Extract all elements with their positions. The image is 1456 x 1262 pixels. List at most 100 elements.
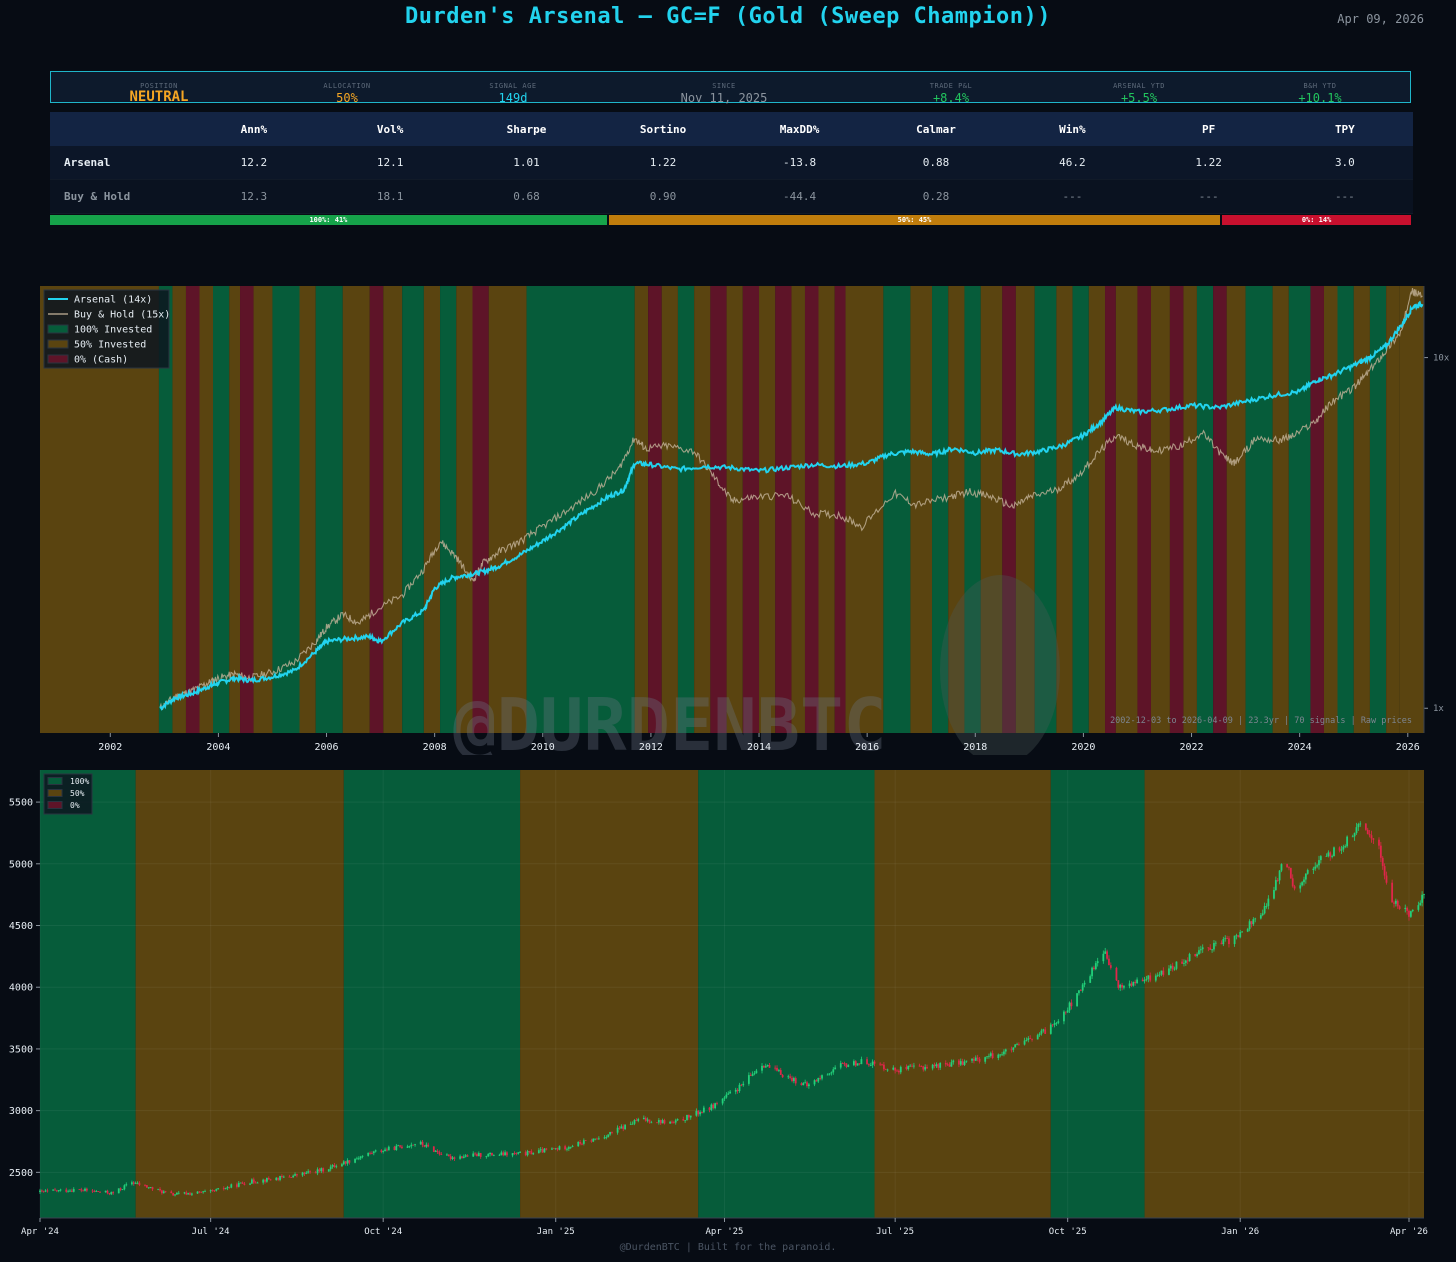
candle-body: [524, 1152, 527, 1156]
candle-body: [787, 1076, 790, 1078]
regime-band-0: [775, 286, 792, 733]
regime-band-100: [964, 286, 981, 733]
candle-body: [112, 1192, 115, 1194]
candle-body: [948, 1064, 951, 1067]
candle-body: [453, 1157, 456, 1159]
candle-body: [777, 1070, 780, 1071]
candle-body: [909, 1065, 912, 1067]
candle-body: [931, 1064, 934, 1069]
x-tick-label: 2002: [98, 742, 122, 753]
candle-body: [1379, 845, 1382, 858]
y-tick-label: 3000: [9, 1106, 33, 1117]
candle-body: [898, 1070, 900, 1073]
candle-body: [896, 1070, 898, 1072]
regime-band-0: [1137, 286, 1151, 733]
candle-body: [1194, 954, 1197, 957]
candle-body: [322, 1168, 325, 1172]
candle-body: [543, 1148, 546, 1153]
candle-body: [1359, 823, 1362, 825]
candle-body: [1222, 939, 1225, 945]
y-tick-label: 4500: [9, 921, 33, 932]
candle-body: [1053, 1023, 1056, 1026]
regime-band-50: [980, 286, 1003, 733]
regime-band-50: [1144, 770, 1424, 1218]
table-cell: 1.22: [594, 146, 732, 180]
candle-body: [406, 1146, 409, 1148]
x-tick-label: Oct '25: [1049, 1227, 1087, 1237]
candle-body: [1001, 1054, 1003, 1056]
candle-body: [1010, 1049, 1013, 1051]
candle-body: [1289, 867, 1292, 879]
candle-body: [213, 1190, 216, 1192]
candle-body: [432, 1146, 435, 1152]
candle-body: [427, 1144, 430, 1147]
candle-body: [624, 1124, 627, 1130]
candle-body: [241, 1182, 244, 1184]
candle-body: [487, 1154, 490, 1157]
candle-body: [911, 1065, 913, 1067]
table-cell: -44.4: [731, 179, 868, 214]
candle-body: [1055, 1022, 1058, 1024]
candle-body: [1276, 880, 1279, 881]
candle-body: [1149, 975, 1152, 981]
candle-body: [1207, 947, 1210, 949]
candle-body: [130, 1182, 133, 1185]
candle-body: [187, 1193, 190, 1195]
table-cell: ---: [1004, 179, 1141, 214]
candle-body: [1293, 886, 1296, 889]
candle-body: [1220, 942, 1223, 945]
candle-body: [867, 1064, 870, 1066]
candle-body: [191, 1193, 193, 1195]
candle-body: [1078, 990, 1080, 994]
candle-body: [1104, 951, 1107, 954]
candle-body: [800, 1083, 803, 1086]
candle-body: [1239, 931, 1242, 938]
candle-body: [85, 1188, 88, 1191]
table-row: Arsenal 12.2 12.1 1.01 1.22 -13.8 0.88 46.2 1.22…: [50, 146, 1413, 180]
candle-body: [1291, 878, 1294, 887]
candle-body: [841, 1063, 844, 1064]
regime-band-50: [948, 286, 965, 733]
table-cell: ---: [1140, 179, 1277, 214]
candle-body: [296, 1174, 298, 1176]
candle-body: [485, 1156, 488, 1158]
candle-body: [791, 1077, 793, 1082]
candle-body: [1228, 938, 1230, 945]
candle-body: [566, 1148, 568, 1150]
candle-body: [1278, 870, 1281, 881]
candle-body: [939, 1062, 942, 1068]
candle-body: [656, 1122, 658, 1124]
regime-band-0: [472, 286, 489, 733]
candle-body: [307, 1171, 310, 1173]
candle-body: [736, 1089, 739, 1092]
candle-body: [988, 1055, 990, 1057]
candle-body: [637, 1119, 640, 1121]
candle-body: [764, 1066, 767, 1068]
candle-body: [440, 1154, 443, 1156]
candle-body: [1117, 980, 1120, 988]
candle-body: [99, 1191, 101, 1193]
candle-body: [292, 1175, 295, 1178]
status-item-arsenal-ytd: ARSENAL YTD +5.5%: [1039, 72, 1239, 105]
candle-body: [290, 1177, 293, 1178]
x-tick-label: Jul '25: [876, 1227, 914, 1237]
candle-body: [843, 1063, 846, 1065]
regime-band-50: [845, 286, 884, 733]
column-header: [50, 112, 186, 146]
candle-body: [230, 1184, 233, 1188]
column-header: Win%: [1004, 112, 1141, 146]
candle-body: [1128, 983, 1131, 987]
candle-body: [695, 1110, 698, 1116]
candle-body: [603, 1137, 606, 1139]
candle-body: [1381, 857, 1384, 867]
candle-body: [479, 1153, 482, 1157]
candle-body: [714, 1103, 717, 1109]
candle-body: [729, 1091, 732, 1094]
candle-body: [659, 1120, 662, 1124]
candle-body: [526, 1151, 529, 1156]
candle-body: [198, 1191, 201, 1193]
candle-body: [1351, 836, 1354, 838]
candle-body: [1286, 864, 1289, 868]
candle-body: [828, 1073, 831, 1075]
candle-body: [320, 1168, 323, 1172]
